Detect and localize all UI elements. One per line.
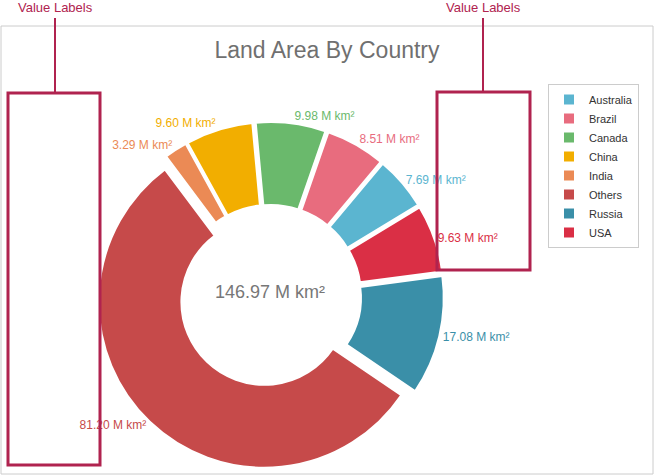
svg-text:9.98 M km²: 9.98 M km² xyxy=(295,109,355,123)
svg-text:146.97 M km²: 146.97 M km² xyxy=(215,282,325,302)
svg-text:USA: USA xyxy=(589,227,612,239)
svg-text:Brazil: Brazil xyxy=(589,113,617,125)
svg-text:9.63 M km²: 9.63 M km² xyxy=(438,231,498,245)
svg-text:Land Area By Country: Land Area By Country xyxy=(214,37,440,63)
svg-text:81.20 M km²: 81.20 M km² xyxy=(80,418,147,432)
svg-text:3.29 M km²: 3.29 M km² xyxy=(112,138,172,152)
svg-text:India: India xyxy=(589,170,614,182)
svg-text:Canada: Canada xyxy=(589,132,628,144)
svg-text:9.60 M km²: 9.60 M km² xyxy=(155,116,215,130)
svg-text:Australia: Australia xyxy=(589,94,633,106)
svg-text:17.08 M km²: 17.08 M km² xyxy=(443,330,510,344)
svg-text:7.69 M km²: 7.69 M km² xyxy=(406,173,466,187)
svg-text:Value Labels: Value Labels xyxy=(446,0,521,15)
svg-text:8.51 M km²: 8.51 M km² xyxy=(359,132,419,146)
svg-text:Russia: Russia xyxy=(589,208,624,220)
svg-text:China: China xyxy=(589,151,619,163)
svg-text:Value Labels: Value Labels xyxy=(18,0,93,15)
svg-text:Others: Others xyxy=(589,189,623,201)
